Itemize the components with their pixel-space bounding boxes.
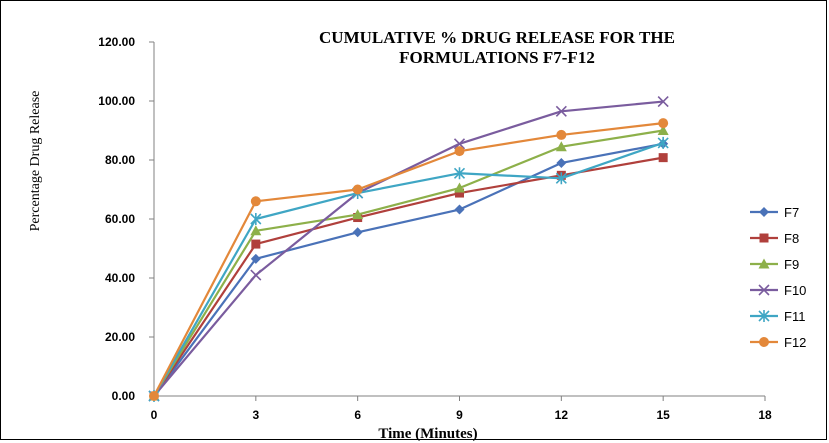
legend-item-f8: F8 — [750, 231, 799, 246]
y-tick-label: 0.00 — [112, 389, 136, 403]
legend-label: F12 — [784, 335, 806, 350]
data-point — [657, 96, 669, 108]
data-point — [657, 125, 669, 135]
x-tick-label: 0 — [151, 408, 158, 422]
data-point — [657, 136, 669, 149]
legend: F7 F8 F9 F10 F11 F12 — [750, 205, 806, 350]
legend-marker — [758, 258, 770, 269]
x-tick-label: 15 — [656, 408, 670, 422]
data-point — [555, 141, 567, 152]
legend-item-f12: F12 — [750, 335, 806, 350]
chart-title-line-1: CUMULATIVE % DRUG RELEASE FOR THE — [319, 28, 675, 47]
legend-item-f7: F7 — [750, 205, 799, 220]
data-point — [556, 129, 567, 140]
x-tick-label: 6 — [354, 408, 361, 422]
data-point — [250, 225, 262, 236]
series-line — [153, 100, 664, 397]
data-point — [352, 227, 363, 238]
chart-title-line-2: FORMULATIONS F7-F12 — [399, 48, 595, 67]
legend-item-f11: F11 — [750, 309, 805, 324]
series-f9 — [148, 125, 669, 401]
axes: 0.00 20.00 40.00 60.00 80.00 100.00 120.00 0 3 6 9… — [98, 35, 772, 422]
legend-marker — [759, 337, 769, 347]
series-line — [153, 122, 664, 397]
data-point — [556, 157, 567, 168]
legend-marker — [759, 207, 769, 217]
x-tick-label: 18 — [758, 408, 772, 422]
legend-label: F11 — [784, 309, 805, 324]
data-point — [455, 188, 464, 198]
series-f12 — [149, 118, 669, 401]
data-point — [454, 204, 465, 215]
data-point — [453, 138, 466, 150]
y-tick-label: 60.00 — [105, 212, 135, 226]
data-point — [555, 105, 567, 117]
y-tick-label: 100.00 — [98, 94, 135, 108]
data-point — [658, 153, 668, 163]
series-line — [153, 156, 664, 397]
y-tick-label: 80.00 — [105, 153, 135, 167]
y-axis-title: Percentage Drug Release — [28, 91, 43, 232]
x-tick-label: 3 — [252, 408, 259, 422]
data-point — [352, 209, 364, 220]
legend-label: F8 — [784, 231, 799, 246]
data-point — [149, 391, 159, 401]
data-point — [352, 184, 363, 195]
legend-item-f10: F10 — [750, 283, 806, 298]
legend-item-f9: F9 — [750, 257, 799, 272]
y-tick-label: 120.00 — [98, 35, 135, 49]
legend-marker — [758, 310, 770, 322]
y-tick-label: 20.00 — [105, 330, 135, 344]
legend-label: F10 — [784, 283, 806, 298]
x-tick-label: 9 — [456, 408, 463, 422]
x-axis-title: Time (Minutes) — [378, 426, 477, 442]
series-f11 — [148, 136, 669, 402]
x-tick-label: 12 — [555, 408, 569, 422]
data-point — [250, 213, 262, 225]
series-layer — [148, 96, 669, 402]
series-line — [153, 141, 664, 397]
series-line — [153, 129, 664, 397]
data-point — [453, 167, 466, 180]
legend-marker — [758, 284, 770, 296]
data-point — [658, 118, 669, 129]
y-tick-label: 40.00 — [105, 271, 135, 285]
data-point — [250, 196, 261, 207]
data-point — [251, 239, 261, 249]
data-point — [454, 182, 465, 193]
data-point — [250, 253, 261, 264]
legend-label: F7 — [784, 205, 799, 220]
data-point — [555, 172, 567, 185]
data-point — [250, 269, 262, 281]
data-point — [454, 146, 465, 157]
series-line — [153, 142, 664, 397]
legend-marker — [759, 233, 769, 243]
legend-label: F9 — [784, 257, 799, 272]
